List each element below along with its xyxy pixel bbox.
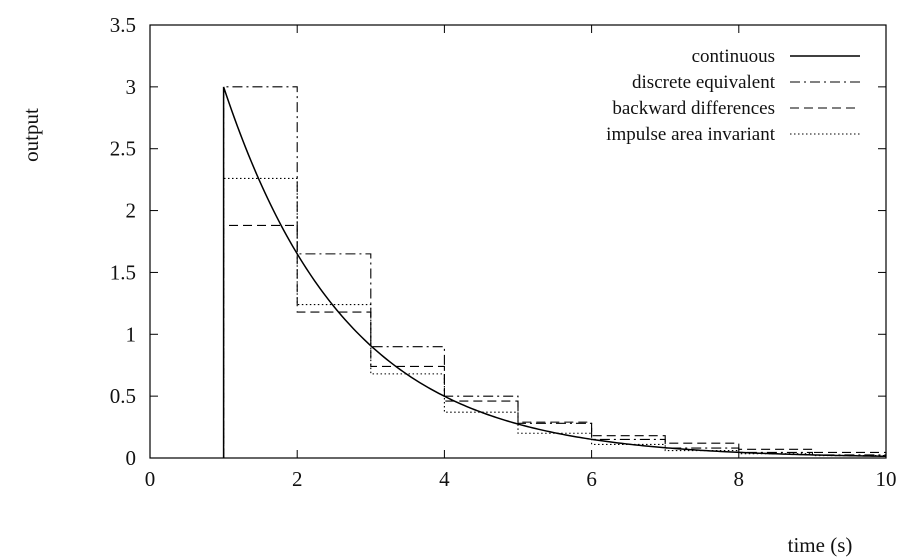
y-tick-label: 1 — [126, 322, 137, 346]
legend: continuous discrete equivalent backward di… — [606, 46, 860, 145]
x-tick-label: 6 — [586, 467, 597, 491]
series-layer — [222, 86, 887, 458]
legend-backward-differences-label: backward differences — [612, 98, 775, 119]
y-axis-title: output — [19, 108, 43, 162]
x-tick-label: 4 — [439, 467, 450, 491]
y-tick-label: 1.5 — [110, 260, 136, 284]
x-tick-label: 2 — [292, 467, 303, 491]
x-tick-label: 8 — [734, 467, 745, 491]
ticks-layer: 0 2 4 6 8 10 0 0.5 1 1.5 2 2.5 3 3.5 — [110, 13, 897, 491]
x-tick-label: 10 — [876, 467, 897, 491]
y-tick-label: 3 — [126, 75, 137, 99]
y-tick-label: 3.5 — [110, 13, 136, 37]
series-continuous-line — [222, 86, 887, 458]
y-tick-label: 0 — [126, 446, 137, 470]
series-backward-differences-line — [223, 224, 887, 458]
x-axis-title: time (s) — [788, 533, 853, 557]
y-tick-label: 2.5 — [110, 137, 136, 161]
y-tick-label: 2 — [126, 199, 137, 223]
legend-discrete-equivalent-label: discrete equivalent — [632, 72, 776, 93]
y-tick-label: 0.5 — [110, 384, 136, 408]
legend-continuous-label: continuous — [692, 46, 775, 67]
legend-impulse-area-invariant-label: impulse area invariant — [606, 124, 776, 145]
x-tick-label: 0 — [145, 467, 156, 491]
series-impulse-area-invariant-line — [223, 177, 887, 458]
plot-frame — [149, 24, 887, 459]
series-discrete-equivalent-line — [223, 86, 887, 458]
